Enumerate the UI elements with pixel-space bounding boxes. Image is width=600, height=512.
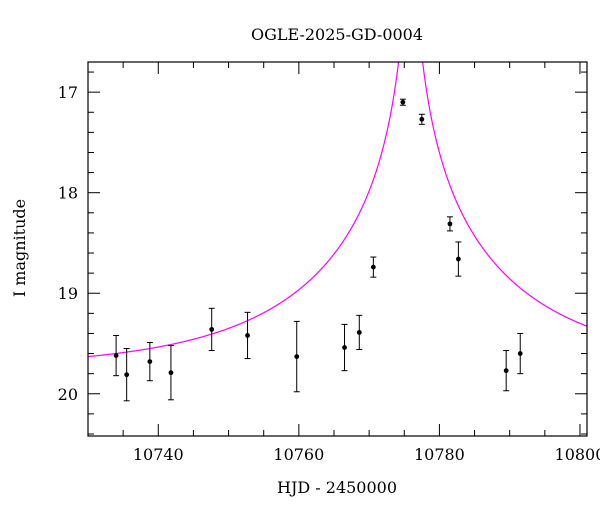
data-points-layer	[113, 98, 524, 402]
y-tick-label: 19	[58, 284, 78, 303]
axes: 10740 10760 10780 10800 17 18 19 20	[58, 61, 600, 464]
point-marker	[455, 256, 461, 262]
data-point	[293, 320, 300, 393]
point-marker	[113, 353, 119, 358]
data-point	[167, 345, 174, 401]
data-point	[418, 113, 425, 125]
data-point	[503, 350, 510, 392]
y-tick-label: 20	[58, 385, 78, 404]
point-marker	[294, 354, 300, 359]
data-point	[244, 311, 251, 360]
model-curve	[88, 62, 587, 358]
plot-frame	[87, 61, 588, 437]
point-marker	[419, 116, 425, 122]
point-marker	[209, 327, 215, 332]
data-point	[208, 307, 215, 352]
point-marker	[447, 221, 453, 227]
model-curve-layer	[88, 62, 587, 358]
x-tick-label: 10740	[133, 445, 184, 464]
data-point	[356, 314, 363, 351]
data-point	[370, 256, 377, 278]
point-marker	[124, 372, 130, 378]
point-marker	[503, 368, 509, 374]
chart-title: OGLE-2025-GD-0004	[251, 25, 423, 44]
data-point	[399, 98, 406, 106]
point-marker	[147, 359, 153, 365]
data-point	[455, 241, 462, 277]
data-point	[123, 348, 130, 402]
x-tick-label: 10800	[555, 445, 600, 464]
point-marker	[245, 333, 250, 338]
point-marker	[370, 264, 376, 270]
y-tick-label: 17	[58, 83, 78, 102]
point-marker	[356, 330, 362, 335]
point-marker	[342, 345, 347, 350]
x-axis-label: HJD - 2450000	[277, 478, 397, 497]
point-marker	[517, 351, 523, 356]
y-axis-label: I magnitude	[10, 199, 29, 297]
data-point	[146, 342, 153, 382]
x-tick-label: 10780	[414, 445, 465, 464]
y-tick-label: 18	[58, 184, 78, 203]
x-tick-label: 10760	[273, 445, 324, 464]
data-point	[341, 323, 348, 372]
point-marker	[400, 99, 406, 105]
point-marker	[168, 370, 174, 376]
data-point	[113, 334, 120, 377]
data-point	[517, 332, 524, 375]
data-point	[446, 216, 453, 232]
